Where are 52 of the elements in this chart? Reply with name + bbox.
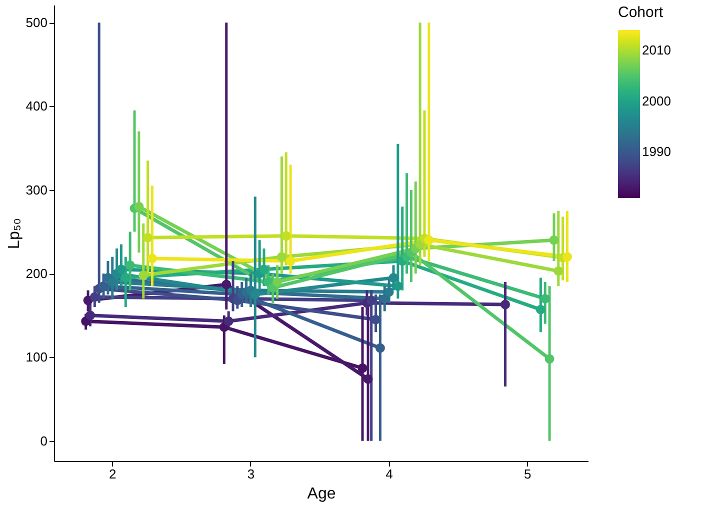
- point: [116, 264, 126, 274]
- y-tick-label: 0: [40, 433, 48, 448]
- point: [536, 304, 546, 314]
- x-axis-title: Age: [307, 486, 336, 502]
- point: [98, 281, 108, 291]
- x-tick-label: 4: [386, 466, 393, 482]
- color-bar-label: 2010: [642, 42, 671, 58]
- y-tick-label: 400: [26, 98, 48, 114]
- point: [371, 314, 381, 324]
- point: [554, 266, 564, 276]
- point: [562, 252, 572, 262]
- y-tick-label: 300: [26, 182, 48, 198]
- point: [147, 254, 157, 264]
- point: [424, 235, 434, 245]
- point: [380, 294, 390, 304]
- x-tick-label: 3: [247, 466, 255, 482]
- point: [375, 343, 385, 353]
- y-axis-title: Lp₅₀: [6, 218, 23, 249]
- point: [143, 232, 153, 242]
- point: [259, 264, 269, 274]
- point: [90, 292, 100, 302]
- point: [388, 273, 398, 282]
- point: [549, 235, 559, 245]
- point: [363, 374, 373, 384]
- point: [384, 287, 394, 297]
- x-tick-label: 2: [108, 466, 116, 482]
- point: [120, 273, 130, 282]
- point: [222, 280, 232, 290]
- y-tick-label: 500: [26, 15, 48, 30]
- point: [224, 316, 234, 326]
- point: [86, 310, 95, 320]
- point: [134, 202, 144, 212]
- point: [540, 294, 550, 304]
- point: [272, 277, 282, 287]
- point: [138, 270, 148, 280]
- y-tick-label: 100: [26, 350, 48, 365]
- point: [108, 277, 118, 287]
- point: [125, 260, 135, 270]
- color-bar-label: 1990: [642, 144, 671, 160]
- point: [500, 300, 510, 310]
- x-tick-label: 5: [524, 466, 532, 482]
- point: [358, 363, 368, 373]
- color-bar-title: Cohort: [618, 4, 664, 21]
- point: [366, 296, 376, 306]
- point: [281, 231, 291, 241]
- point: [276, 252, 286, 262]
- y-tick-label: 200: [26, 266, 48, 282]
- point: [393, 281, 403, 291]
- color-bar-label: 2000: [642, 93, 671, 108]
- point: [544, 354, 554, 364]
- point: [286, 256, 296, 266]
- point: [250, 290, 260, 300]
